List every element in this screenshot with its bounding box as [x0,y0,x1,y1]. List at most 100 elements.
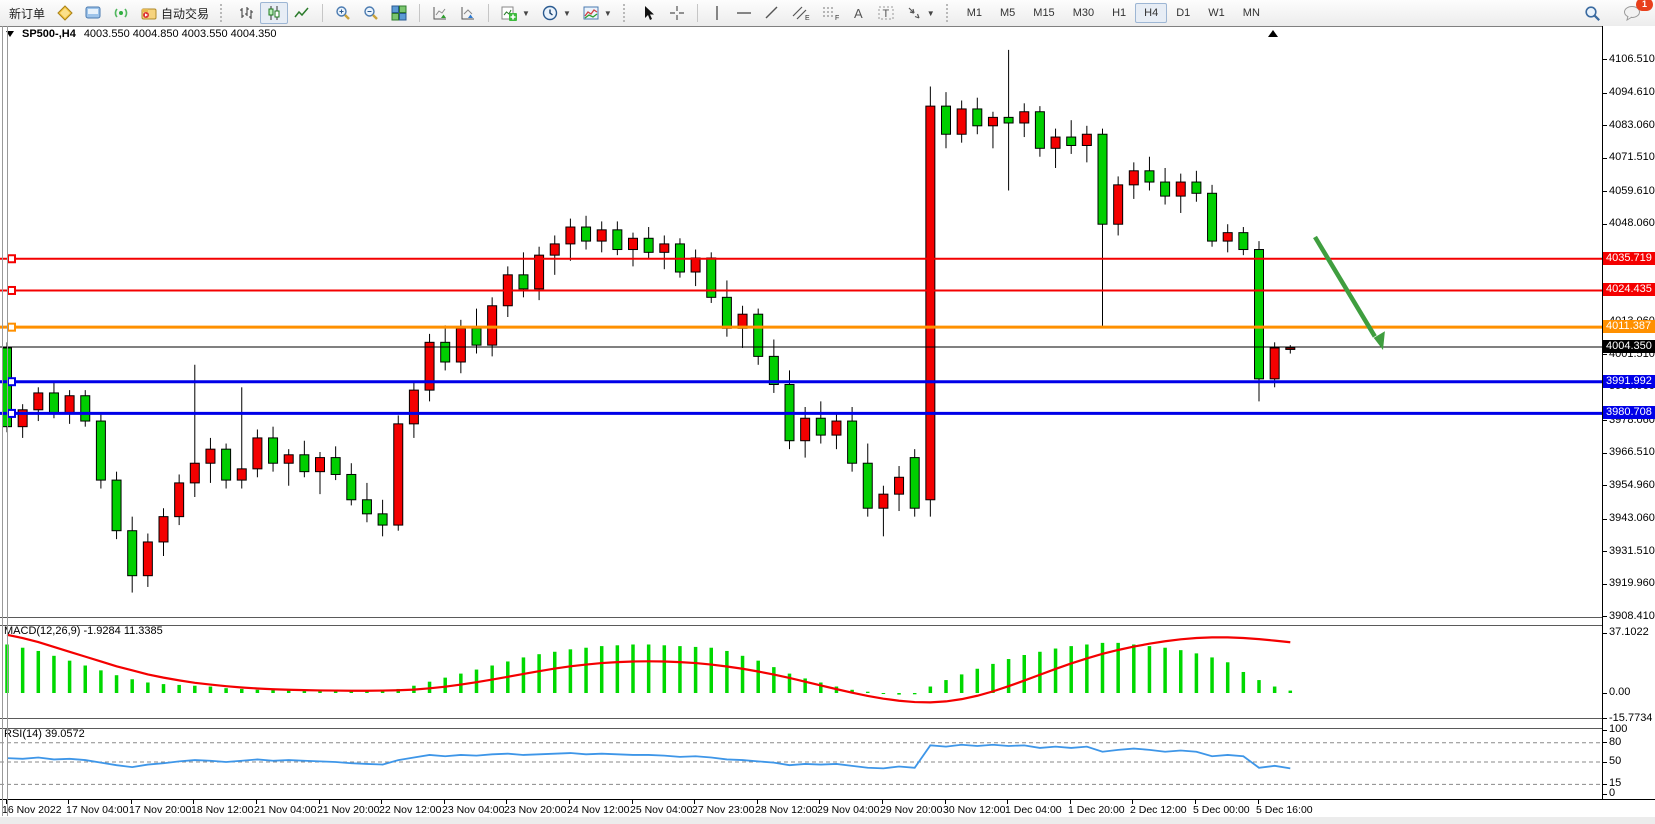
equidistant-channel-tool-icon[interactable]: E [786,2,816,24]
line-chart-icon[interactable] [288,2,316,24]
time-tick-label: 2 Dec 12:00 [1130,804,1187,816]
axis-tick-mark [1603,551,1607,552]
price-tick-label: 4059.610 [1609,185,1655,197]
macd-histogram-bar [646,644,651,693]
candle-body [471,327,482,346]
time-tick-mark [193,800,194,804]
line-anchor-handle[interactable] [7,254,16,264]
axis-tick-mark [1603,224,1607,225]
candle-body [315,457,325,473]
crosshair-tool-icon[interactable] [663,2,691,24]
candle-body [1066,136,1077,146]
cursor-tool-icon[interactable] [635,2,663,24]
macd-histogram-bar [1100,642,1105,693]
macd-histogram-bar [1006,659,1011,693]
collapse-triangle-icon[interactable] [6,31,14,37]
timeframe-M15[interactable]: M15 [1033,7,1055,19]
new-order-button[interactable]: 新订单 [3,2,51,25]
search-icon[interactable] [1578,2,1607,25]
trendline-tool-icon[interactable] [758,2,786,24]
time-tick-label: 23 Nov 20:00 [504,804,567,816]
macd-histogram-bar [912,693,917,695]
timeframe-H4[interactable]: H4 [1135,3,1168,23]
macd-histogram-bar [631,644,635,693]
price-chart-panel[interactable] [0,40,1602,617]
candlestick-chart [0,49,1602,593]
macd-axis-label: -15.7734 [1609,712,1653,724]
macd-histogram-bar [709,647,713,693]
macd-histogram-bar [1069,646,1073,693]
market-watch-icon[interactable] [51,2,79,24]
horizontal-line-tool-icon[interactable] [730,2,758,24]
candle-body [1081,133,1092,146]
text-label-tool-icon[interactable]: T [872,2,900,24]
time-tick-mark [444,800,445,804]
macd-histogram-bar [130,679,134,693]
price-scale[interactable]: 4106.510 4094.610 4083.060 4071.510 4059.610… [1602,26,1655,816]
indicator-list-icon[interactable] [454,2,482,24]
macd-histogram-bar [318,691,322,693]
arrow-annotation-head[interactable] [1373,331,1385,350]
candle-body [1144,170,1155,183]
macd-histogram-bar [1241,671,1246,693]
time-tick-mark [1258,800,1259,804]
price-tick-label: 3931.510 [1609,545,1655,557]
macd-panel[interactable]: MACD(12,26,9) -1.9284 11.3385 [0,624,1602,718]
timeframe-M5[interactable]: M5 [1000,7,1016,19]
timeframe-D1[interactable]: D1 [1176,7,1191,19]
macd-histogram-bar [819,682,823,693]
panel-splitter[interactable] [0,617,1655,626]
candle-body [581,226,592,242]
text-tool-icon[interactable]: A [846,2,872,24]
new-chart-button[interactable]: ▼ [495,2,536,24]
autotrading-button[interactable]: 自动交易 [135,2,215,25]
timeframe-H1[interactable]: H1 [1112,7,1127,19]
terminal-icon[interactable] [79,2,107,24]
macd-histogram-bar [1179,650,1183,693]
rsi-panel[interactable]: RSI(14) 39.0572 [0,727,1602,799]
add-indicator-icon[interactable] [426,2,454,24]
time-tick-label: 28 Nov 12:00 [755,804,818,816]
candle-body [64,395,75,414]
macd-histogram-bar [1257,680,1261,693]
timeframe-MN[interactable]: MN [1242,7,1260,19]
timeframe-M1[interactable]: M1 [966,7,982,19]
tile-windows-icon[interactable] [385,2,413,24]
bar-chart-icon[interactable] [232,2,260,24]
time-tick-label: 1 Dec 20:00 [1068,804,1125,816]
time-scale[interactable]: 16 Nov 2022 17 Nov 04:00 17 Nov 20:00 18 No… [0,799,1655,817]
line-anchor-handle[interactable] [7,408,16,418]
macd-axis-label: 37.1022 [1609,626,1649,638]
panel-splitter[interactable] [0,718,1655,729]
zoom-out-icon[interactable] [357,2,385,24]
macd-histogram-bar [20,647,25,693]
axis-tick-mark [1603,485,1607,486]
arrows-tool-button[interactable]: ▼ [900,2,941,24]
vertical-line-tool-icon[interactable] [704,2,730,24]
candle-body [377,513,388,526]
arrow-annotation-shaft[interactable] [1313,235,1377,338]
candle-body [643,237,654,253]
template-button[interactable]: ▼ [577,2,618,24]
line-anchor-handle[interactable] [7,377,16,387]
axis-tick-mark [1603,519,1607,520]
timeframe-M30[interactable]: M30 [1072,7,1095,19]
axis-tick-mark [1603,730,1607,731]
macd-histogram-bar [850,689,854,693]
chat-button[interactable]: 1 [1617,0,1653,24]
macd-histogram-bar [662,645,667,693]
period-clock-button[interactable]: ▼ [536,2,577,24]
line-anchor-handle[interactable] [7,285,16,295]
fibonacci-tool-icon[interactable]: F [816,2,846,24]
candle-body [659,243,670,253]
signal-icon[interactable] [107,2,135,24]
macd-histogram-bar [1132,644,1136,693]
zoom-in-icon[interactable] [329,2,357,24]
macd-histogram-bar [866,691,870,693]
chevron-down-icon: ▼ [926,8,935,18]
candlestick-chart-icon[interactable] [260,2,289,24]
timeframe-W1[interactable]: W1 [1208,7,1225,19]
price-tick-label: 3966.510 [1609,446,1655,458]
top-toolbar: 新订单 自动交易 [0,0,1655,27]
line-anchor-handle[interactable] [7,322,16,332]
